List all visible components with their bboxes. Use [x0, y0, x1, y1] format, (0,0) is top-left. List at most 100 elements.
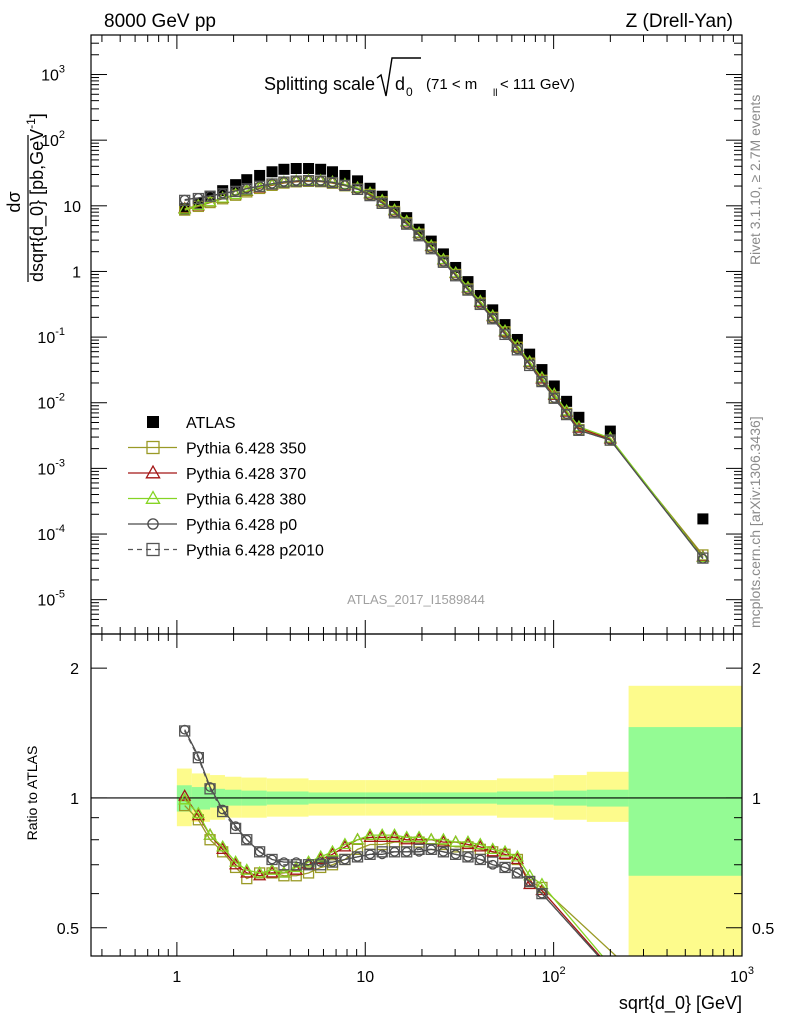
- legend-marker: [146, 440, 160, 455]
- ratio-point: [326, 856, 339, 868]
- legend-entry-pythia-6-428-p2010: Pythia 6.428 p2010: [128, 543, 324, 560]
- y-tick-label: 10-2: [37, 392, 65, 413]
- data-point: [425, 243, 437, 255]
- data-point: [229, 185, 242, 198]
- ratio-point: [401, 846, 413, 858]
- main-series-group: [178, 163, 710, 564]
- ratio-point: [327, 857, 338, 867]
- data-point: [241, 183, 253, 195]
- ratio-point: [291, 857, 302, 867]
- y-tick-label: 103: [41, 64, 65, 85]
- ratio-point: [253, 868, 267, 881]
- legend-entry-atlas: ATLAS: [147, 415, 236, 432]
- data-point: [179, 194, 191, 207]
- data-point: [604, 434, 616, 446]
- series-pythia-6-428-p2010: [179, 174, 709, 564]
- ratio-point: [229, 822, 242, 835]
- data-point: [326, 166, 338, 178]
- legend-label: Pythia 6.428 350: [186, 441, 306, 458]
- ratio-point: [463, 851, 473, 862]
- ratio-point: [388, 846, 401, 858]
- data-point: [339, 179, 351, 191]
- legend-marker: [146, 542, 160, 557]
- ratio-point: [314, 849, 328, 862]
- legend-entry-pythia-6-428-380: Pythia 6.428 380: [128, 490, 306, 509]
- legend-label: Pythia 6.428 p2010: [186, 543, 324, 560]
- mcplots-label: mcplots.cern.ch [arXiv:1306.3436]: [747, 416, 763, 628]
- ratio-point: [205, 782, 215, 792]
- legend-marker: [147, 518, 159, 530]
- x-tick-label: 103: [730, 965, 754, 986]
- y-tick-label: 10-1: [37, 326, 65, 347]
- ratio-point: [487, 859, 498, 870]
- ratio-point: [500, 862, 510, 873]
- ratio-point: [254, 846, 265, 857]
- data-point: [350, 180, 365, 193]
- data-point: [561, 395, 573, 407]
- data-point: [266, 178, 278, 190]
- ratio-point: [340, 854, 350, 865]
- ratio-point: [204, 783, 216, 795]
- data-point: [573, 424, 585, 436]
- ratio-point: [387, 830, 402, 843]
- y-label-denominator: dsqrt{d_0} [pb,GeV-1]: [24, 113, 48, 282]
- header-left: 8000 GeV pp: [104, 11, 216, 32]
- ratio-point: [364, 848, 376, 860]
- data-point: [524, 359, 536, 372]
- data-point: [217, 185, 229, 197]
- data-point: [696, 550, 710, 563]
- main-panel-content: [178, 163, 710, 564]
- data-point: [192, 192, 204, 205]
- data-point: [574, 425, 584, 436]
- ratio-point: [193, 751, 204, 762]
- ratio-point: [387, 828, 402, 840]
- data-point: [524, 348, 536, 360]
- data-point: [338, 177, 352, 190]
- legend-entry-pythia-6-428-p0: Pythia 6.428 p0: [128, 517, 297, 534]
- ratio-point: [365, 849, 375, 860]
- ratio-point: [241, 834, 252, 845]
- data-point: [278, 163, 290, 175]
- ratio-point: [241, 834, 253, 846]
- ratio-point: [191, 806, 205, 819]
- ratio-point: [265, 863, 279, 875]
- data-point: [302, 174, 315, 187]
- ratio-point: [351, 851, 364, 863]
- ratio-point: [375, 828, 389, 840]
- data-point: [191, 198, 205, 211]
- ratio-point: [474, 853, 486, 866]
- ratio-series-pythia-6-428-380: [178, 792, 604, 956]
- ratio-point: [436, 832, 451, 845]
- data-point: [536, 364, 548, 376]
- data-point: [487, 313, 498, 324]
- plot-title-symbol: d: [395, 74, 405, 94]
- y-tick-label: 10-3: [37, 457, 65, 478]
- plot-title-cut-tail: < 111 GeV): [500, 76, 575, 93]
- data-point: [536, 375, 548, 388]
- ratio-point: [523, 868, 537, 881]
- ratio-point: [511, 867, 524, 879]
- legend: ATLAS Pythia 6.428 350 Pythia 6.428 370 Pyt…: [128, 415, 324, 560]
- data-point: [253, 180, 266, 192]
- data-point: [573, 411, 585, 423]
- ratio-point: [498, 844, 512, 857]
- plot-title-symbol-sub: 0: [406, 85, 413, 99]
- y-label-numerator: dσ: [4, 191, 24, 212]
- x-tick-label: 102: [542, 965, 566, 986]
- analysis-watermark: ATLAS_2017_I1589844: [347, 592, 485, 607]
- ratio-point: [240, 865, 254, 878]
- ratio-series-pythia-6-428-p2010: [179, 725, 600, 956]
- data-point: [315, 163, 327, 175]
- legend-marker: [145, 464, 161, 479]
- ratio-point: [512, 868, 523, 878]
- ratio-point: [437, 846, 450, 858]
- ratio-point: [400, 832, 414, 845]
- ratio-point: [217, 804, 228, 815]
- legend-label: Pythia 6.428 370: [186, 466, 306, 483]
- ratio-y-tick-label: 1: [70, 791, 79, 808]
- ratio-point: [217, 805, 229, 818]
- ratio-point: [230, 821, 241, 832]
- data-point: [303, 163, 315, 175]
- data-point: [548, 380, 560, 392]
- rivet-version-label: Rivet 3.1.10, ≥ 2.7M events: [747, 95, 763, 265]
